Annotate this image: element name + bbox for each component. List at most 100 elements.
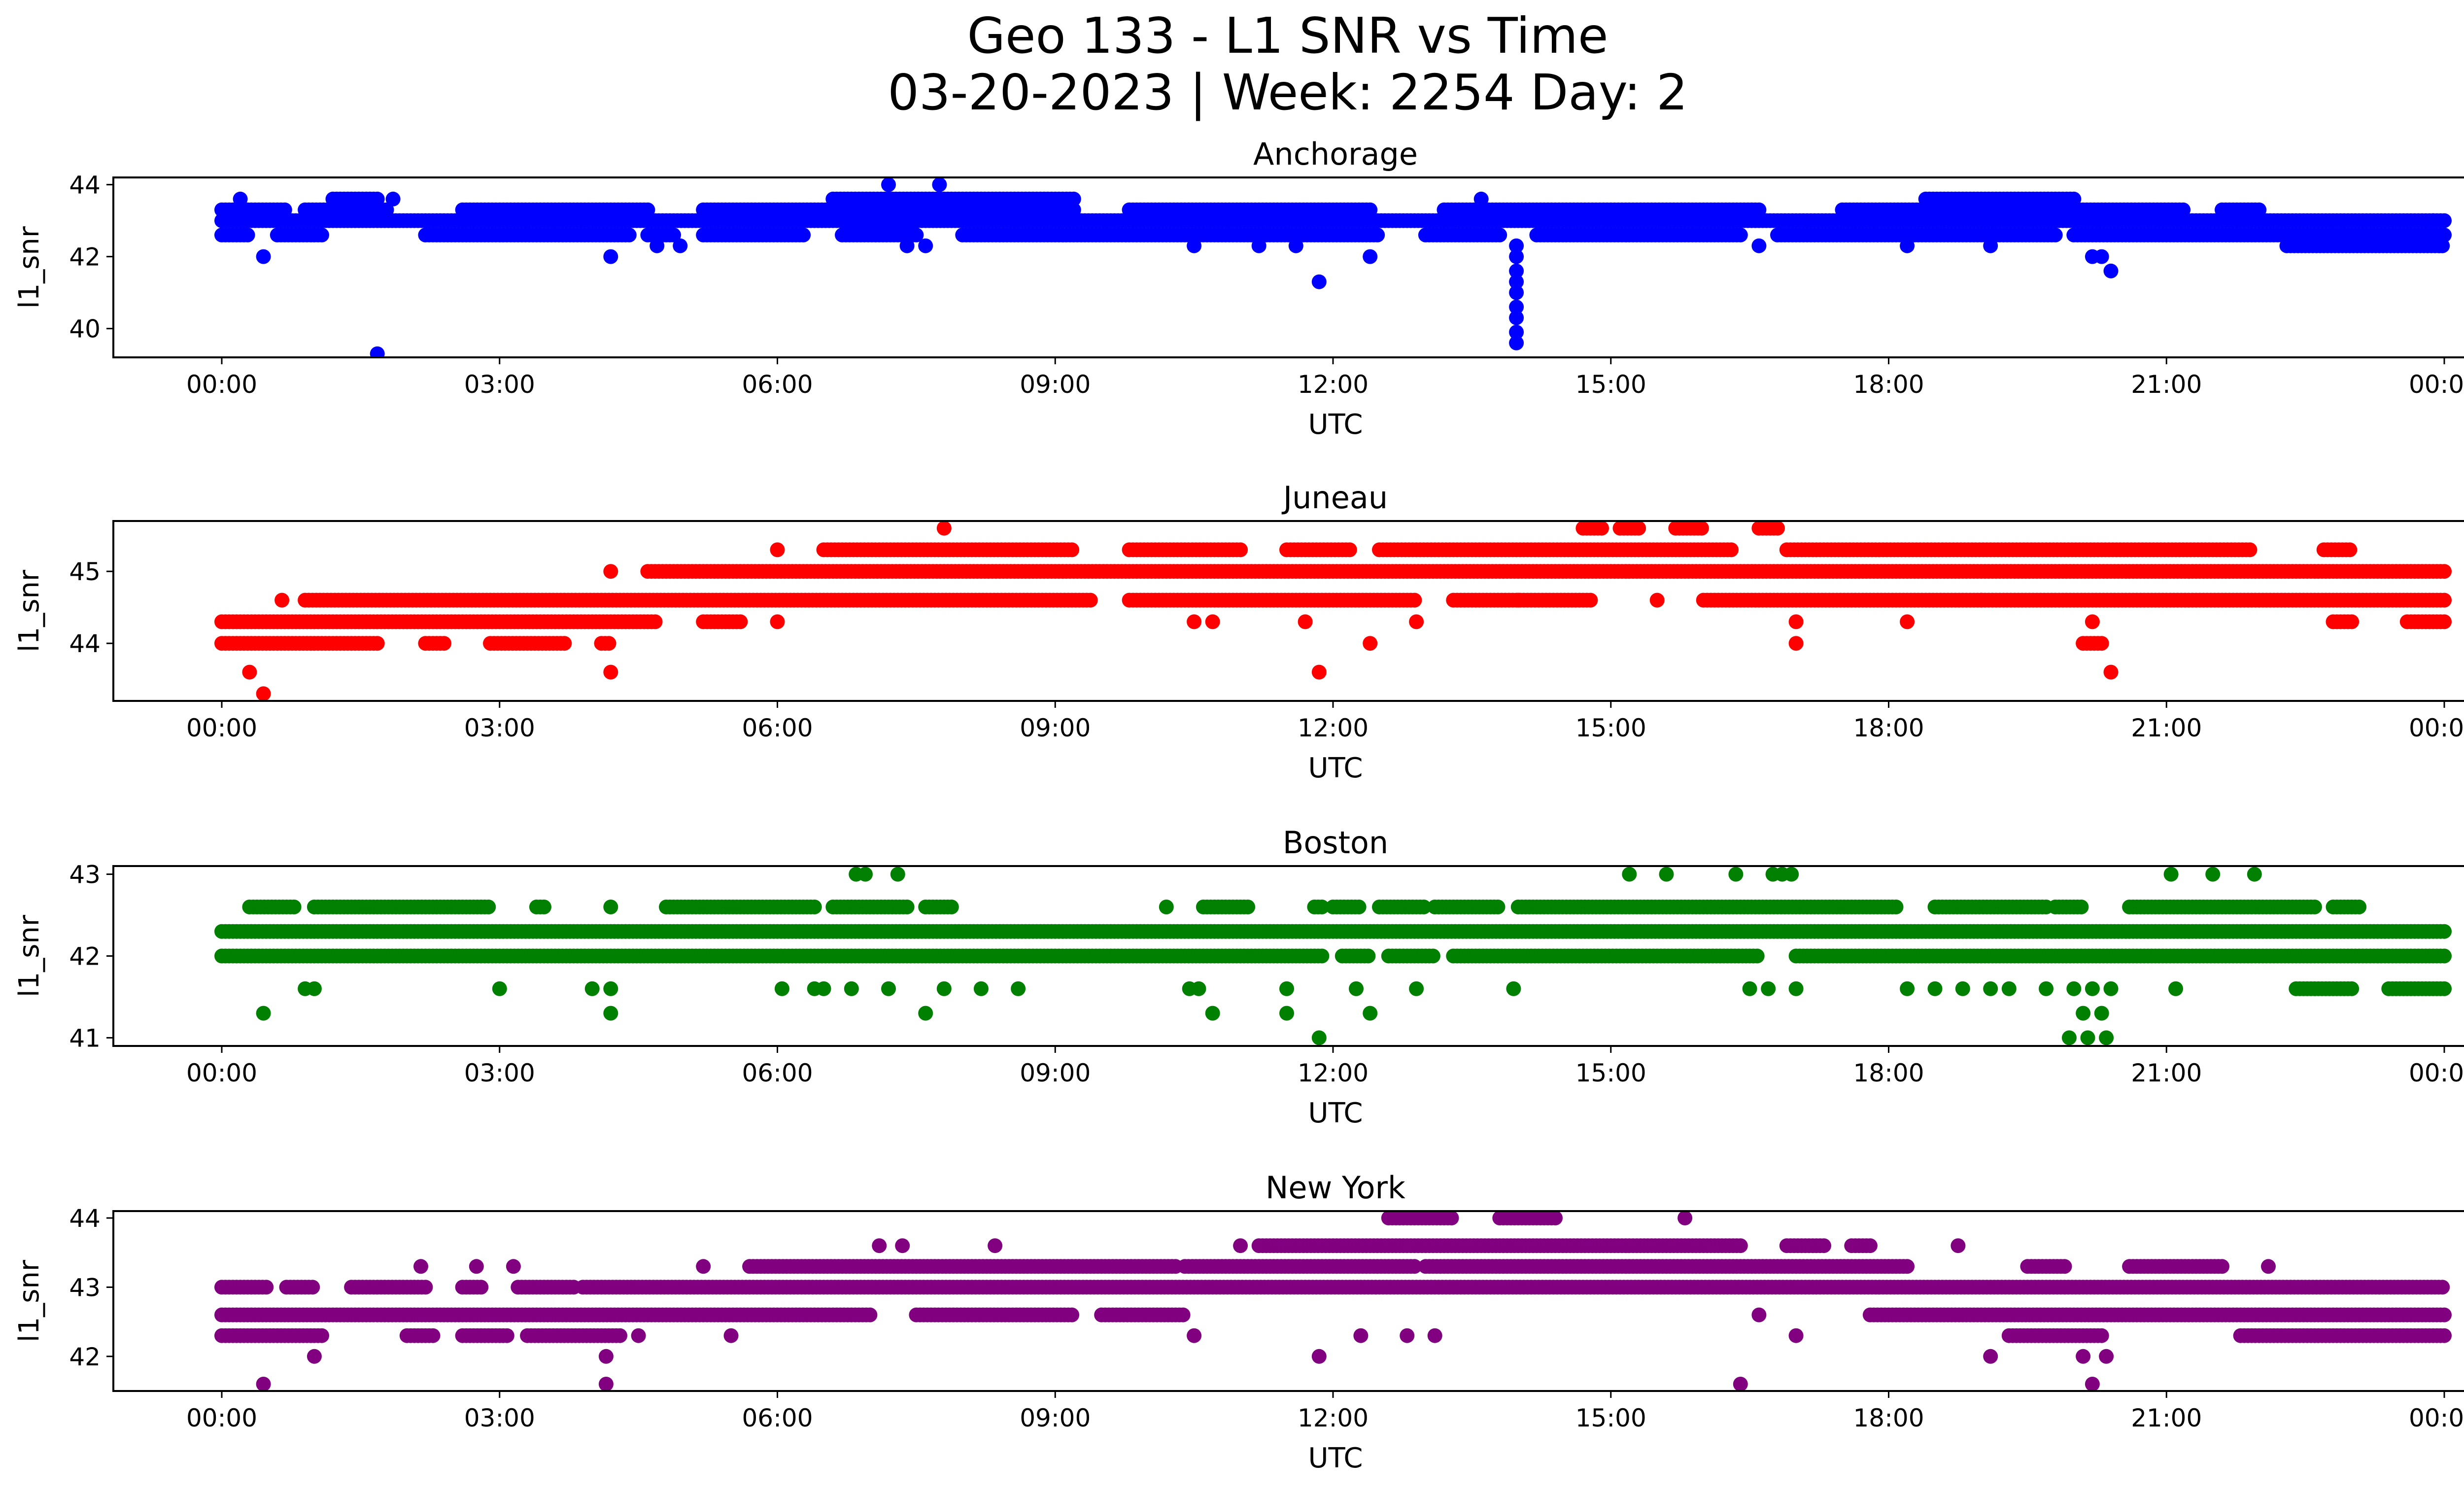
panel-title: Anchorage bbox=[1253, 136, 1418, 172]
data-point bbox=[1733, 227, 1748, 243]
data-point bbox=[603, 564, 618, 579]
y-tick-label: 45 bbox=[69, 557, 101, 586]
data-point bbox=[899, 900, 915, 914]
data-point bbox=[1510, 592, 1526, 608]
data-point bbox=[1361, 948, 1376, 964]
y-tick-label: 44 bbox=[69, 629, 101, 658]
data-point bbox=[2074, 900, 2089, 914]
data-point bbox=[2103, 263, 2119, 278]
data-point bbox=[1409, 614, 1424, 629]
data-point bbox=[603, 249, 618, 264]
x-tick-label: 12:00 bbox=[1298, 714, 1369, 742]
data-point bbox=[881, 177, 896, 192]
data-point bbox=[1900, 614, 1915, 629]
data-point bbox=[1083, 592, 1098, 608]
data-point bbox=[242, 664, 257, 680]
panel-boston: Boston UTC l1_snr 00:00 03:00 06:00 09:00 12… bbox=[13, 825, 2464, 1129]
x-tick-label: 00:00 bbox=[186, 370, 257, 399]
data-point bbox=[2048, 227, 2063, 243]
data-point bbox=[370, 191, 385, 207]
data-point bbox=[918, 238, 933, 253]
data-point bbox=[1900, 238, 1915, 253]
data-point bbox=[1724, 542, 1739, 557]
data-point bbox=[666, 227, 681, 243]
data-point bbox=[2094, 636, 2109, 651]
data-point bbox=[2437, 948, 2452, 964]
data-point bbox=[1363, 636, 1378, 651]
x-tick-label: 21:00 bbox=[2131, 714, 2202, 742]
data-point bbox=[1314, 900, 1330, 914]
data-point bbox=[1425, 948, 1440, 964]
data-point bbox=[601, 636, 616, 651]
data-point bbox=[2344, 614, 2360, 629]
data-point bbox=[1509, 274, 1524, 289]
data-point bbox=[1509, 335, 1524, 350]
panel-anchorage: Anchorage UTC l1_snr 00:00 03:00 06:00 09:0… bbox=[13, 136, 2464, 441]
data-point bbox=[1490, 900, 1506, 914]
data-point bbox=[621, 227, 637, 243]
data-point bbox=[1233, 542, 1248, 557]
data-point bbox=[1342, 542, 1357, 557]
data-point bbox=[1187, 614, 1202, 629]
x-axis-label: UTC bbox=[1308, 409, 1363, 441]
data-point bbox=[286, 900, 302, 914]
data-point bbox=[1066, 191, 1081, 207]
data-point bbox=[1351, 900, 1367, 914]
data-point bbox=[1509, 310, 1524, 325]
data-series bbox=[214, 177, 2452, 357]
plot-frame bbox=[112, 520, 2464, 702]
data-point bbox=[1298, 614, 1313, 629]
data-point bbox=[1509, 238, 1524, 253]
data-point bbox=[1187, 238, 1202, 253]
data-point bbox=[807, 900, 822, 914]
data-point bbox=[1631, 521, 1646, 536]
data-point bbox=[385, 191, 401, 207]
panel-title: Boston bbox=[1283, 825, 1388, 861]
data-point bbox=[314, 227, 329, 243]
data-point bbox=[1509, 299, 1524, 314]
data-point bbox=[1770, 521, 1785, 536]
data-point bbox=[2437, 213, 2452, 228]
y-axis-label: l1_snr bbox=[13, 914, 45, 997]
y-tick-label: 40 bbox=[69, 315, 101, 344]
data-point bbox=[1509, 249, 1524, 264]
y-tick-label: 42 bbox=[69, 243, 101, 272]
data-point bbox=[1974, 592, 1989, 608]
data-point bbox=[1509, 285, 1524, 300]
data-point bbox=[370, 346, 385, 357]
data-point bbox=[1240, 900, 1256, 914]
x-axis-label: UTC bbox=[1308, 1097, 1363, 1129]
x-tick-label: 18:00 bbox=[1853, 714, 1924, 742]
data-point bbox=[909, 227, 924, 243]
data-point bbox=[899, 238, 915, 253]
data-point bbox=[1288, 238, 1303, 253]
data-point bbox=[2094, 249, 2109, 264]
data-point bbox=[932, 177, 947, 192]
data-point bbox=[1788, 636, 1804, 651]
data-point bbox=[2426, 213, 2441, 228]
data-point bbox=[274, 592, 290, 608]
data-point bbox=[770, 542, 785, 557]
data-point bbox=[1983, 238, 1998, 253]
data-point bbox=[2085, 614, 2100, 629]
data-point bbox=[603, 664, 618, 680]
data-point bbox=[1749, 948, 1765, 964]
data-point bbox=[1251, 238, 1266, 253]
data-point bbox=[233, 191, 248, 207]
data-point bbox=[1311, 274, 1327, 289]
data-point bbox=[2103, 664, 2119, 680]
x-tick-label: 00:00 bbox=[2409, 370, 2464, 399]
data-point bbox=[1509, 324, 1524, 340]
x-tick-label: 21:00 bbox=[2131, 370, 2202, 399]
data-point bbox=[1751, 238, 1767, 253]
x-tick-label: 09:00 bbox=[1020, 714, 1091, 742]
data-point bbox=[1492, 227, 1507, 243]
x-tick-label: 06:00 bbox=[742, 370, 813, 399]
data-point bbox=[370, 636, 385, 651]
data-point bbox=[557, 636, 572, 651]
data-point bbox=[2432, 238, 2447, 253]
x-tick-label: 15:00 bbox=[1575, 370, 1646, 399]
data-point bbox=[673, 238, 688, 253]
x-axis-label: UTC bbox=[1308, 752, 1363, 784]
data-series bbox=[214, 867, 2452, 1045]
